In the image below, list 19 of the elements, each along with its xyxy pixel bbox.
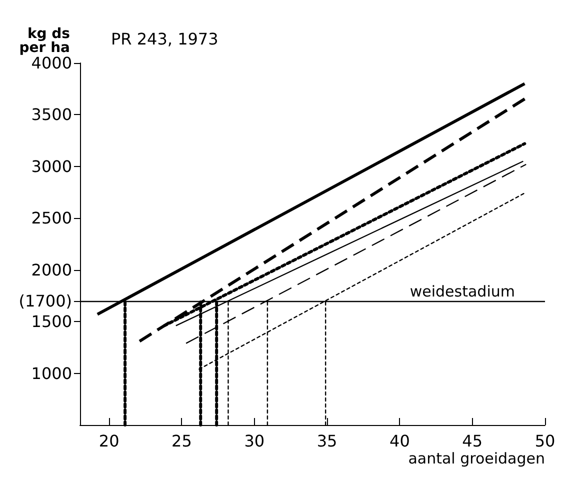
y-tick-label: 2000 [31,260,72,280]
x-tick-label: 25 [172,432,192,450]
chart-title: PR 243, 1973 [111,30,218,48]
y-tick-label: 1000 [31,364,72,383]
ref-line-label: weidestadium [410,282,515,300]
x-axis-title: aantal groeidagen [408,450,545,468]
y-tick-label: 2500 [31,208,72,228]
y-axis-title: kg ds per ha [19,26,70,56]
x-tick-label: 35 [316,432,338,450]
y-tick-label: 4000 [31,54,72,72]
x-tick-label: 45 [462,432,483,450]
x-tick-label: 30 [244,432,265,450]
x-tick-label: 20 [98,432,120,450]
y-tick-label: 3000 [31,156,72,176]
y-tick-label: 1500 [31,312,72,332]
y-tick-label: (1700) [18,291,72,310]
x-tick-label: 40 [390,432,410,450]
x-tick-label: 50 [534,432,556,450]
y-tick-label: 3500 [31,105,72,124]
